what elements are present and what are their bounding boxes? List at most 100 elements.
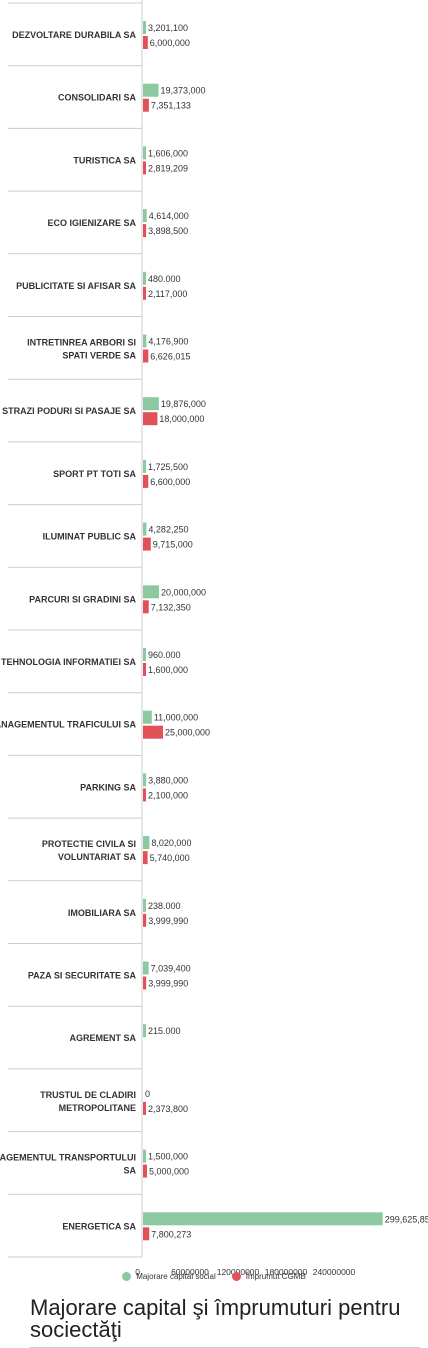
bar-capital (143, 773, 147, 787)
value-label-imprumut: 5,740,000 (150, 853, 190, 863)
bar-capital (143, 397, 159, 411)
bar-capital (143, 146, 146, 160)
bar-capital (143, 459, 146, 473)
bar-capital (143, 648, 146, 661)
value-label-imprumut: 1,600,000 (148, 665, 188, 675)
bar-capital (143, 522, 147, 536)
value-label-capital: 1,500,000 (148, 1152, 188, 1162)
x-tick-label: 180000000 (265, 1267, 308, 1277)
category-label: ECO IGIENIZARE SA (47, 218, 136, 228)
value-label-capital: 19,373,000 (160, 86, 205, 96)
category-label: AGREMENT SA (69, 1033, 136, 1043)
bar-imprumut (143, 788, 146, 802)
value-label-imprumut: 3,999,990 (148, 916, 188, 926)
bar-capital (143, 1149, 146, 1163)
value-label-imprumut: 2,100,000 (148, 790, 188, 800)
value-label-capital: 3,880,000 (148, 775, 188, 785)
bar-imprumut (143, 1164, 147, 1178)
bar-imprumut (143, 976, 147, 990)
value-label-imprumut: 7,351,133 (151, 101, 191, 111)
bar-imprumut (143, 663, 146, 676)
value-label-imprumut: 6,626,015 (150, 352, 190, 362)
value-label-capital: 19,876,000 (161, 399, 206, 409)
category-label: PUBLICITATE SI AFISAR SA (16, 281, 136, 291)
value-label-imprumut: 25,000,000 (165, 728, 210, 738)
value-label-capital: 11,000,000 (154, 713, 198, 723)
value-label-imprumut: 9,715,000 (153, 540, 193, 550)
legend-item-capital[interactable]: Majorare capital social (122, 1272, 216, 1281)
bar-imprumut (143, 224, 147, 238)
category-label: PARCURI SI GRADINI SA (29, 594, 136, 604)
bar-imprumut (143, 286, 146, 300)
category-label: PAZA SI SECURITATE SA (28, 971, 137, 981)
bar-capital (143, 1212, 383, 1226)
bar-capital (143, 21, 146, 34)
category-label: PARKING SA (80, 782, 136, 792)
x-tick-label: 240000000 (313, 1267, 356, 1277)
value-label-imprumut: 6,000,000 (150, 38, 190, 48)
category-label: TEHNOLOGIA INFORMATIEI SA (1, 657, 136, 667)
value-label-imprumut: 2,117,000 (148, 289, 187, 299)
legend-item-imprumut[interactable]: Împrumut CGMB (231, 1272, 306, 1281)
bar-imprumut (143, 36, 148, 49)
bar-chart: DEZVOLTARE DURABILA SA 3,201,100 6,000,000… (0, 0, 428, 1277)
value-label-capital: 7,039,400 (151, 964, 191, 974)
value-label-capital: 299,625,850 (385, 1214, 428, 1224)
bar-capital (143, 710, 152, 724)
value-label-imprumut: 6,600,000 (150, 477, 190, 487)
value-label-capital: 0 (145, 1089, 150, 1099)
bar-imprumut (143, 1101, 146, 1115)
bar-imprumut (143, 600, 149, 614)
legend-label-imprumut: Împrumut CGMB (245, 1272, 306, 1281)
value-label-imprumut: 2,373,800 (148, 1104, 188, 1114)
page-title: Majorare capital şi împrumuturi pentru s… (30, 1295, 401, 1342)
x-tick-label: 0 (135, 1267, 140, 1277)
bar-capital (143, 585, 159, 599)
value-label-imprumut: 3,898,500 (148, 226, 188, 236)
value-label-imprumut: 5,000,000 (149, 1167, 189, 1177)
bar-capital (143, 961, 149, 975)
bar-imprumut (143, 725, 163, 739)
category-label: ILUMINAT PUBLIC SA (43, 532, 137, 542)
legend-dot-capital (122, 1272, 132, 1281)
category-label: ENERGETICA SA (62, 1221, 136, 1231)
legend-dot-imprumut (231, 1272, 241, 1281)
legend-label-capital: Majorare capital social (136, 1272, 216, 1281)
category-label: STRAZI PODURI SI PASAJE SA (2, 406, 136, 416)
category-label: SPORT PT TOTI SA (53, 469, 136, 479)
bar-imprumut (143, 851, 148, 865)
bar-imprumut (143, 1227, 150, 1241)
bar-capital (143, 1024, 146, 1038)
value-label-imprumut: 18,000,000 (159, 414, 204, 424)
category-label: PROTECTIE CIVILA SI VOLUNTARIAT SA (42, 839, 137, 862)
bar-capital (143, 209, 147, 223)
value-label-capital: 3,201,100 (148, 23, 188, 33)
bar-imprumut (143, 474, 149, 488)
bar-capital (143, 334, 147, 348)
bar-capital (143, 898, 146, 912)
category-label: DEZVOLTARE DURABILA SA (12, 30, 136, 40)
bar-imprumut (143, 349, 149, 363)
chart-area: DEZVOLTARE DURABILA SA 3,201,100 6,000,000… (0, 0, 428, 1277)
bar-capital (143, 836, 150, 850)
bar-capital (143, 83, 159, 97)
value-label-capital: 215.000 (148, 1026, 181, 1036)
bar-capital (143, 271, 146, 285)
value-label-capital: 4,282,250 (148, 525, 188, 535)
bar-imprumut (143, 98, 149, 112)
category-label: MANAGEMENTUL TRAFICULUI SA (0, 720, 136, 730)
legend: Majorare capital social Împrumut CGMB (0, 1272, 428, 1281)
bar-imprumut (143, 537, 151, 551)
x-tick-label: 60000000 (171, 1267, 209, 1277)
value-label-capital: 238.000 (148, 901, 181, 911)
bar-imprumut (143, 161, 146, 175)
value-label-imprumut: 7,132,350 (151, 602, 191, 612)
value-label-imprumut: 7,800,273 (151, 1229, 191, 1239)
value-label-capital: 8,020,000 (151, 838, 191, 848)
bar-imprumut (143, 412, 158, 426)
category-label: CONSOLIDARI SA (58, 93, 137, 103)
category-label: IMOBILIARA SA (68, 908, 137, 918)
value-label-capital: 1,606,000 (148, 148, 188, 158)
value-label-capital: 4,176,900 (148, 337, 188, 347)
